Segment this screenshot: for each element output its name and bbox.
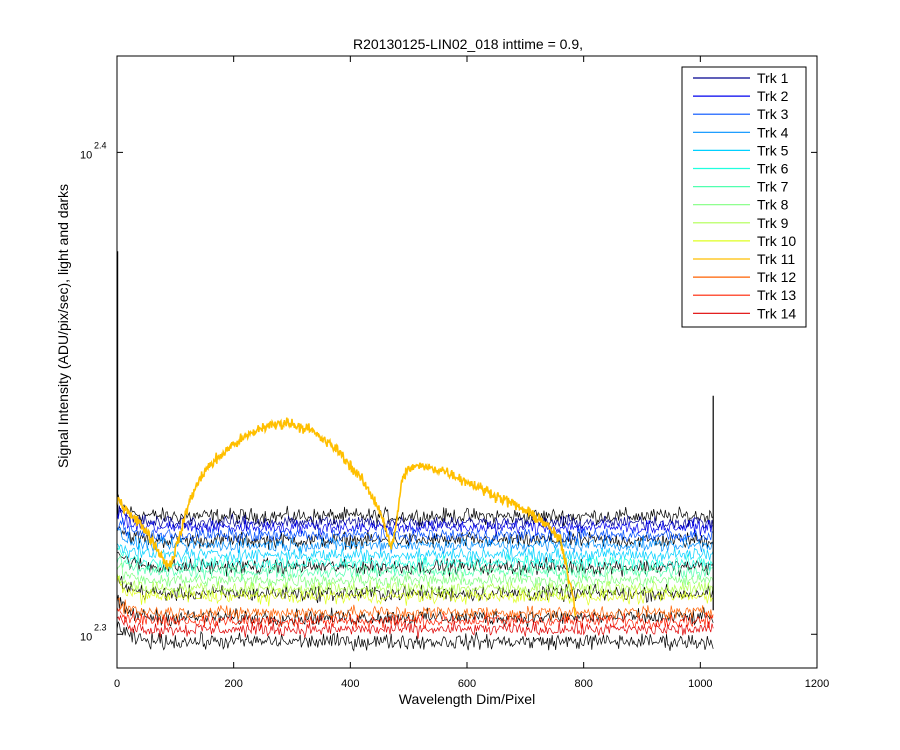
- x-tick-label: 0: [114, 678, 120, 690]
- y-axis-label: Signal Intensity (ADU/pix/sec), light an…: [55, 184, 71, 468]
- series-line-trk-6: [116, 546, 714, 573]
- series-line-trk-2: [116, 507, 714, 537]
- y-tick-label-exponent: 2.4: [94, 140, 107, 150]
- legend-label: Trk 7: [757, 179, 789, 195]
- series-line-trk-11: [116, 417, 577, 617]
- legend-label: Trk 9: [757, 215, 789, 231]
- series-line-trk-1: [116, 505, 714, 532]
- series-line-trk-4: [116, 527, 714, 554]
- x-axis: 0 200 400 600 800 1000 1200: [114, 56, 829, 690]
- x-tick-label: 200: [224, 678, 242, 690]
- dark-trace: [116, 551, 714, 577]
- y-tick-label-exponent: 2.3: [94, 622, 107, 632]
- dark-trace: [116, 621, 714, 652]
- series-line-trk-10: [116, 576, 714, 607]
- legend-label: Trk 12: [757, 269, 796, 285]
- series-line-trk-5: [116, 543, 714, 564]
- legend-label: Trk 3: [757, 106, 789, 122]
- x-tick-label: 600: [458, 678, 476, 690]
- x-tick-label: 1200: [805, 678, 829, 690]
- y-tick-label-base: 10: [80, 631, 92, 643]
- legend-box: [681, 66, 807, 328]
- series-lines: [116, 251, 714, 639]
- x-tick-label: 400: [341, 678, 359, 690]
- legend-label: Trk 2: [757, 88, 789, 104]
- legend-label: Trk 10: [757, 233, 796, 249]
- legend-label: Trk 13: [757, 287, 796, 303]
- series-line-trk-8: [116, 562, 714, 589]
- legend-label: Trk 1: [757, 70, 789, 86]
- chart-title: R20130125-LIN02_018 inttime = 0.9,: [353, 36, 583, 52]
- legend: Trk 1 Trk 2 Trk 3 Trk 4 Trk 5 Trk 6 Trk 7 Trk 8…: [681, 66, 807, 328]
- x-tick-label: 800: [574, 678, 592, 690]
- series-line-trk-9: [116, 573, 714, 599]
- legend-label: Trk 5: [757, 142, 789, 158]
- highlight-series: [116, 417, 577, 617]
- series-line-trk-3: [116, 518, 714, 545]
- legend-label: Trk 11: [757, 251, 795, 267]
- y-tick-label-base: 10: [80, 149, 92, 161]
- legend-label: Trk 6: [757, 161, 789, 177]
- legend-label: Trk 4: [757, 124, 789, 140]
- legend-label: Trk 8: [757, 197, 789, 213]
- x-tick-label: 1000: [688, 678, 712, 690]
- series-line-trk-14: [116, 614, 714, 639]
- legend-label: Trk 14: [757, 305, 796, 321]
- x-axis-label: Wavelength Dim/Pixel: [399, 691, 535, 707]
- dark-trace: [116, 494, 714, 528]
- series-line-trk-7: [116, 554, 714, 581]
